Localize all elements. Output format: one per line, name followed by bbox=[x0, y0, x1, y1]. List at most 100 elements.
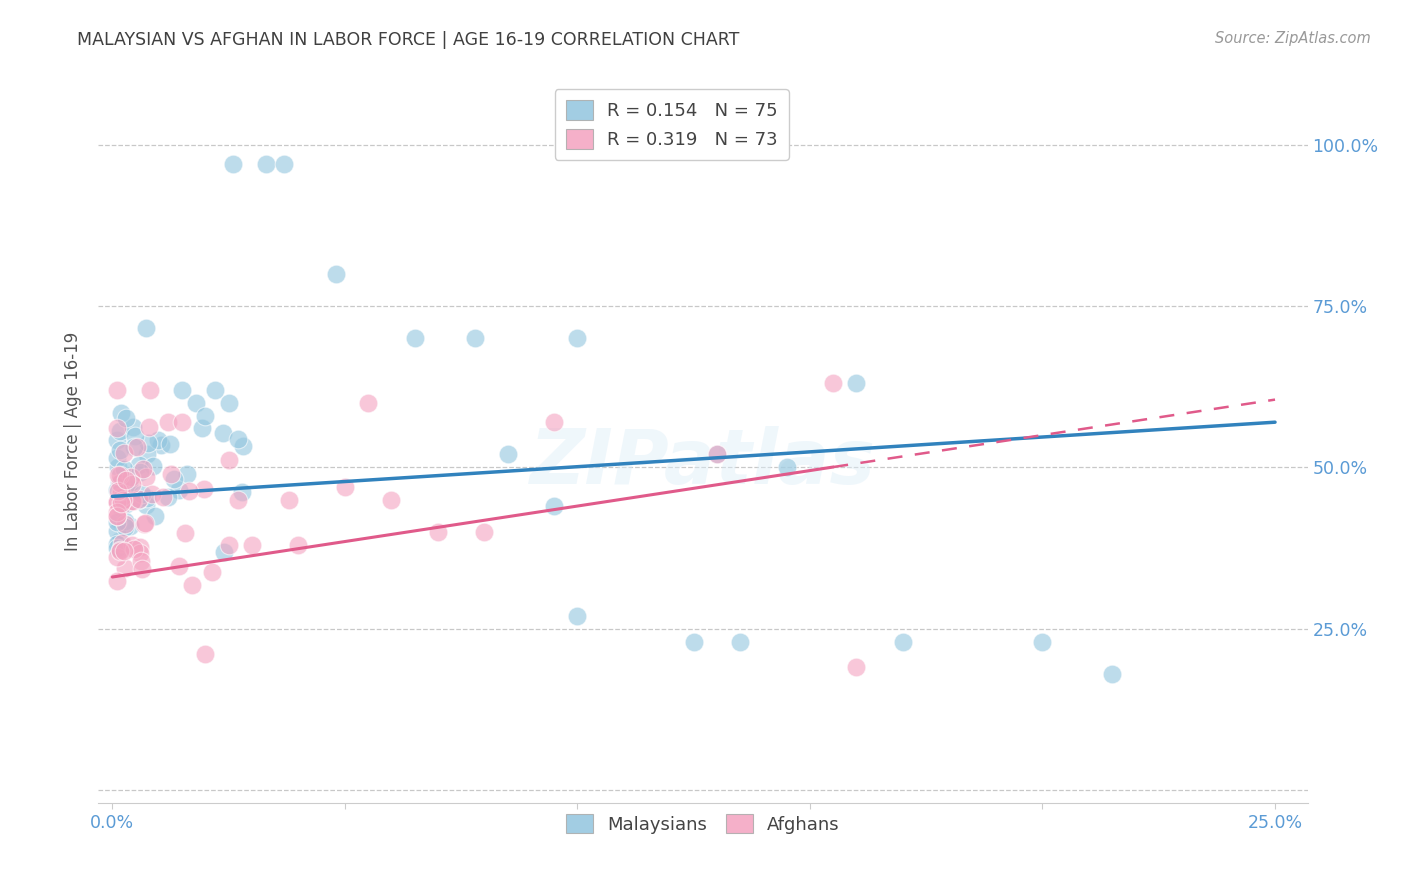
Point bbox=[107, 459, 129, 474]
Point bbox=[176, 467, 198, 482]
Point bbox=[845, 376, 868, 391]
Point bbox=[357, 396, 380, 410]
Point bbox=[232, 439, 254, 453]
Point bbox=[214, 545, 236, 559]
Point bbox=[172, 383, 194, 397]
Point bbox=[135, 321, 157, 335]
Point bbox=[107, 468, 129, 483]
Point bbox=[112, 461, 135, 475]
Point bbox=[404, 331, 426, 345]
Point bbox=[112, 497, 135, 511]
Point bbox=[325, 267, 347, 281]
Point bbox=[122, 440, 145, 454]
Point bbox=[127, 492, 149, 507]
Point bbox=[105, 433, 128, 447]
Point bbox=[112, 493, 135, 508]
Point bbox=[105, 508, 128, 523]
Point bbox=[115, 411, 138, 425]
Point bbox=[111, 536, 134, 550]
Point bbox=[728, 634, 751, 648]
Point bbox=[496, 447, 519, 461]
Point bbox=[115, 497, 138, 511]
Point bbox=[141, 487, 163, 501]
Point bbox=[110, 492, 132, 507]
Point bbox=[114, 561, 136, 575]
Point bbox=[107, 534, 129, 549]
Point bbox=[127, 440, 149, 454]
Point bbox=[157, 415, 180, 429]
Point bbox=[105, 537, 128, 551]
Point bbox=[1101, 666, 1123, 681]
Point bbox=[173, 525, 195, 540]
Point bbox=[136, 491, 159, 506]
Point bbox=[194, 409, 217, 423]
Point bbox=[129, 554, 152, 568]
Point bbox=[135, 498, 157, 512]
Point bbox=[287, 538, 309, 552]
Point bbox=[114, 520, 136, 534]
Point bbox=[135, 470, 157, 484]
Point bbox=[160, 467, 183, 481]
Point bbox=[105, 383, 128, 397]
Point bbox=[115, 473, 138, 487]
Point bbox=[845, 660, 868, 674]
Point bbox=[179, 484, 201, 499]
Point bbox=[110, 496, 132, 510]
Point bbox=[567, 331, 589, 345]
Point bbox=[128, 492, 150, 507]
Point bbox=[129, 540, 152, 554]
Point bbox=[108, 544, 131, 558]
Point bbox=[128, 466, 150, 480]
Point bbox=[132, 517, 155, 532]
Point bbox=[156, 490, 179, 504]
Point bbox=[108, 424, 131, 438]
Point bbox=[108, 475, 131, 490]
Point bbox=[108, 442, 131, 457]
Point bbox=[543, 499, 565, 513]
Point bbox=[776, 460, 799, 475]
Point bbox=[226, 492, 249, 507]
Point bbox=[464, 331, 486, 345]
Point bbox=[114, 514, 136, 528]
Point bbox=[115, 481, 138, 495]
Point bbox=[706, 447, 728, 461]
Point bbox=[105, 574, 128, 588]
Point bbox=[201, 565, 224, 579]
Point bbox=[105, 549, 128, 564]
Point bbox=[111, 490, 134, 504]
Point bbox=[108, 468, 131, 483]
Point bbox=[194, 648, 217, 662]
Text: ZIPatlas: ZIPatlas bbox=[530, 426, 876, 500]
Point bbox=[105, 421, 128, 435]
Legend: Malaysians, Afghans: Malaysians, Afghans bbox=[560, 806, 846, 841]
Point bbox=[107, 513, 129, 527]
Point bbox=[278, 492, 301, 507]
Point bbox=[132, 462, 155, 476]
Point bbox=[121, 494, 143, 508]
Point bbox=[204, 383, 226, 397]
Point bbox=[122, 542, 145, 557]
Point bbox=[152, 490, 174, 504]
Point bbox=[108, 490, 131, 504]
Point bbox=[474, 524, 496, 539]
Point bbox=[131, 562, 153, 576]
Point bbox=[543, 415, 565, 429]
Point bbox=[107, 483, 129, 498]
Point bbox=[121, 477, 143, 491]
Point bbox=[273, 157, 295, 171]
Point bbox=[380, 492, 402, 507]
Point bbox=[218, 538, 240, 552]
Point bbox=[138, 420, 160, 434]
Point bbox=[122, 420, 145, 434]
Point bbox=[184, 396, 207, 410]
Point bbox=[138, 383, 160, 397]
Point bbox=[567, 608, 589, 623]
Point bbox=[108, 541, 131, 556]
Point bbox=[167, 483, 190, 497]
Point bbox=[891, 634, 914, 648]
Point bbox=[254, 157, 277, 171]
Point bbox=[226, 433, 249, 447]
Point bbox=[218, 453, 240, 467]
Point bbox=[150, 438, 173, 452]
Point bbox=[105, 495, 128, 509]
